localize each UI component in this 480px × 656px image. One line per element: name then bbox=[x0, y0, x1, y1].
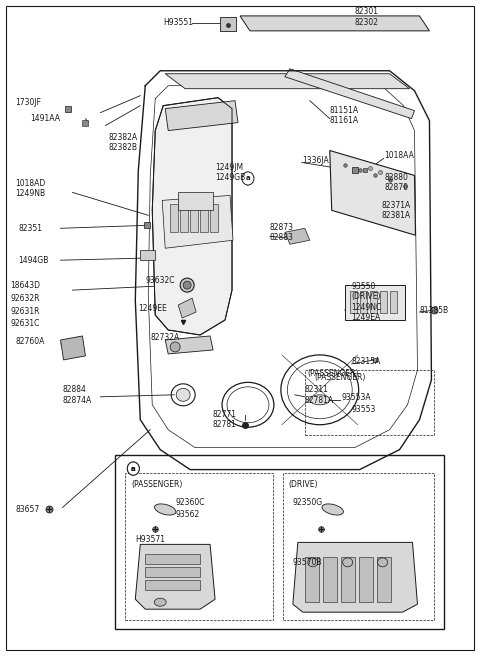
Polygon shape bbox=[165, 100, 238, 131]
Ellipse shape bbox=[127, 462, 139, 475]
Ellipse shape bbox=[180, 278, 194, 292]
Polygon shape bbox=[330, 150, 416, 236]
Text: 93632C: 93632C bbox=[145, 276, 175, 285]
Text: 82311
82781A: 82311 82781A bbox=[305, 385, 334, 405]
Text: 93553: 93553 bbox=[352, 405, 376, 414]
Polygon shape bbox=[135, 544, 215, 609]
Text: 82315A: 82315A bbox=[352, 358, 381, 367]
Text: 93570B: 93570B bbox=[293, 558, 323, 567]
Text: H93571: H93571 bbox=[135, 535, 165, 544]
Text: 93553A: 93553A bbox=[342, 394, 372, 402]
Bar bbox=[220, 17, 236, 31]
Text: 1249EE: 1249EE bbox=[138, 304, 167, 312]
Polygon shape bbox=[178, 298, 196, 318]
Text: 83657: 83657 bbox=[16, 505, 40, 514]
Text: 82732A: 82732A bbox=[150, 333, 180, 342]
Text: (DRIVE): (DRIVE) bbox=[289, 480, 318, 489]
Text: 92632R: 92632R bbox=[11, 294, 40, 302]
Bar bbox=[345, 285, 405, 320]
Bar bbox=[360, 291, 367, 313]
Polygon shape bbox=[165, 336, 213, 354]
Polygon shape bbox=[162, 195, 233, 248]
Text: 92631C: 92631C bbox=[11, 319, 40, 327]
Text: 82382A
82382B: 82382A 82382B bbox=[108, 133, 137, 152]
Ellipse shape bbox=[378, 558, 387, 567]
Text: 92631R: 92631R bbox=[11, 306, 40, 316]
Text: 81385B: 81385B bbox=[420, 306, 449, 315]
Ellipse shape bbox=[154, 598, 166, 606]
Text: 1494GB: 1494GB bbox=[19, 256, 49, 265]
Bar bbox=[305, 558, 319, 602]
Text: 1336JA: 1336JA bbox=[302, 156, 329, 165]
Text: (PASSENGER): (PASSENGER) bbox=[132, 480, 183, 489]
Text: 82301
82302: 82301 82302 bbox=[355, 7, 379, 27]
Bar bbox=[380, 291, 386, 313]
Bar bbox=[390, 291, 396, 313]
Bar bbox=[341, 558, 355, 602]
Text: 92360C: 92360C bbox=[175, 498, 204, 507]
Ellipse shape bbox=[127, 462, 139, 475]
Bar bbox=[190, 205, 198, 232]
Text: H93551: H93551 bbox=[163, 18, 193, 28]
Bar bbox=[125, 472, 273, 620]
Text: (PASSENGER): (PASSENGER) bbox=[308, 369, 359, 379]
Text: 81151A
81161A: 81151A 81161A bbox=[330, 106, 359, 125]
Text: 82880
82870: 82880 82870 bbox=[384, 173, 408, 192]
Bar bbox=[377, 558, 391, 602]
Bar bbox=[145, 567, 200, 577]
Ellipse shape bbox=[310, 395, 330, 405]
Bar bbox=[140, 250, 155, 260]
Text: 93562: 93562 bbox=[175, 510, 199, 519]
Text: 82873
82883: 82873 82883 bbox=[270, 222, 294, 242]
Text: 82371A
82381A: 82371A 82381A bbox=[382, 201, 411, 220]
Ellipse shape bbox=[343, 558, 353, 567]
Polygon shape bbox=[293, 543, 418, 612]
Bar bbox=[283, 472, 434, 620]
Bar bbox=[145, 581, 200, 590]
Text: 1018AA: 1018AA bbox=[384, 151, 414, 160]
Text: 1018AD
1249NB: 1018AD 1249NB bbox=[16, 178, 46, 198]
Text: 82771
82781: 82771 82781 bbox=[212, 410, 236, 430]
Ellipse shape bbox=[242, 172, 254, 185]
Bar bbox=[170, 205, 178, 232]
Polygon shape bbox=[285, 69, 415, 119]
Bar bbox=[370, 291, 377, 313]
Bar bbox=[305, 370, 434, 435]
Ellipse shape bbox=[176, 388, 190, 401]
Text: a: a bbox=[131, 466, 136, 472]
Bar bbox=[180, 205, 188, 232]
Bar bbox=[145, 554, 200, 564]
Polygon shape bbox=[60, 336, 85, 360]
Ellipse shape bbox=[170, 342, 180, 352]
Text: 82884
82874A: 82884 82874A bbox=[62, 385, 92, 405]
Text: a: a bbox=[131, 466, 136, 472]
Bar bbox=[350, 291, 357, 313]
Ellipse shape bbox=[183, 281, 191, 289]
Text: 82351: 82351 bbox=[19, 224, 43, 233]
Bar bbox=[115, 455, 444, 629]
Bar bbox=[200, 205, 208, 232]
Text: a: a bbox=[246, 175, 250, 182]
Text: 1730JF: 1730JF bbox=[16, 98, 42, 107]
Ellipse shape bbox=[308, 558, 318, 567]
Polygon shape bbox=[165, 73, 409, 89]
Text: 1249JM
1249GB: 1249JM 1249GB bbox=[215, 163, 245, 182]
Bar bbox=[210, 205, 218, 232]
Ellipse shape bbox=[322, 504, 343, 515]
Ellipse shape bbox=[155, 504, 176, 515]
Text: 93550
(DRIVE)
1249NC
1249EA: 93550 (DRIVE) 1249NC 1249EA bbox=[352, 282, 382, 322]
Polygon shape bbox=[240, 16, 430, 31]
Bar bbox=[323, 558, 336, 602]
Text: 92350G: 92350G bbox=[293, 498, 323, 507]
Bar bbox=[178, 192, 213, 211]
Bar bbox=[359, 558, 372, 602]
Text: 18643D: 18643D bbox=[11, 281, 41, 290]
Polygon shape bbox=[152, 98, 232, 335]
Polygon shape bbox=[285, 228, 310, 244]
Text: 1491AA: 1491AA bbox=[31, 114, 60, 123]
Text: 82760A: 82760A bbox=[16, 337, 45, 346]
Text: (PASSENGER): (PASSENGER) bbox=[315, 373, 366, 382]
